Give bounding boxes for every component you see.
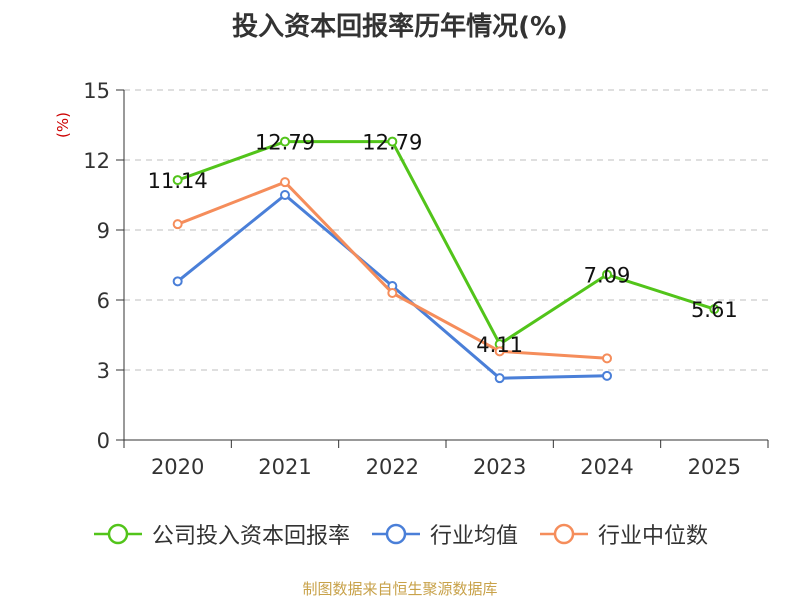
y-axis-label: (%) — [54, 112, 72, 138]
data-point — [602, 353, 612, 364]
legend-label: 行业均值 — [429, 524, 518, 549]
data-point — [280, 177, 290, 188]
legend-swatch-marker — [553, 523, 575, 545]
series-line-2 — [177, 180, 608, 360]
data-label: 4.11 — [476, 333, 523, 357]
y-tick-label: 0 — [97, 429, 110, 453]
data-point — [280, 136, 290, 147]
data-label: 5.61 — [691, 298, 738, 322]
legend-swatch — [371, 523, 420, 545]
y-tick-label: 6 — [97, 289, 110, 313]
y-tick-label: 15 — [83, 79, 110, 103]
chart-title: 投入资本回报率历年情况(%) — [232, 12, 568, 42]
series-line-0 — [177, 140, 715, 346]
data-label: 12.79 — [255, 131, 315, 155]
grid-lines — [124, 89, 768, 371]
data-point — [172, 175, 183, 186]
data-point — [387, 288, 398, 298]
legend-swatch-marker — [107, 523, 129, 545]
data-point — [387, 136, 398, 147]
legend-swatch — [93, 523, 142, 545]
x-tick-label: 2022 — [366, 455, 419, 479]
x-tick-label: 2023 — [473, 455, 526, 479]
data-point — [172, 219, 183, 230]
legend-swatch-marker — [385, 523, 407, 545]
legend: 公司投入资本回报率 行业均值 行业中位数 — [0, 518, 800, 550]
legend-item[interactable]: 行业均值 — [370, 518, 518, 550]
source-note: 制图数据来自恒生聚源数据库 — [302, 580, 498, 598]
data-label: 11.14 — [148, 169, 208, 193]
x-tick-label: 2024 — [580, 455, 633, 479]
data-point — [172, 276, 183, 287]
x-tick-label: 2025 — [688, 455, 741, 479]
data-point — [602, 370, 612, 381]
series-group — [172, 136, 720, 384]
legend-item[interactable]: 行业中位数 — [538, 518, 708, 550]
legend-label: 公司投入资本回报率 — [151, 524, 350, 549]
data-point — [494, 373, 505, 384]
y-tick-label: 9 — [97, 219, 110, 243]
data-point — [602, 269, 612, 280]
y-tick-label: 12 — [83, 149, 110, 173]
data-labels: 11.14 12.79 12.79 4.11 7.09 5.61 — [148, 131, 738, 358]
data-point — [709, 304, 720, 315]
data-label: 12.79 — [362, 131, 422, 155]
data-label: 7.09 — [584, 264, 631, 288]
y-tick-label: 3 — [97, 359, 110, 383]
legend-swatch — [540, 523, 588, 545]
legend-item[interactable]: 公司投入资本回报率 — [92, 518, 350, 550]
x-tick-label: 2021 — [258, 455, 311, 479]
axes: 0 3 6 9 12 15 2020 2021 2022 2023 2024 2025 — [83, 79, 769, 479]
x-tick-label: 2020 — [151, 455, 204, 479]
data-point — [494, 346, 505, 357]
legend-label: 行业中位数 — [598, 524, 709, 549]
data-point — [280, 190, 290, 200]
